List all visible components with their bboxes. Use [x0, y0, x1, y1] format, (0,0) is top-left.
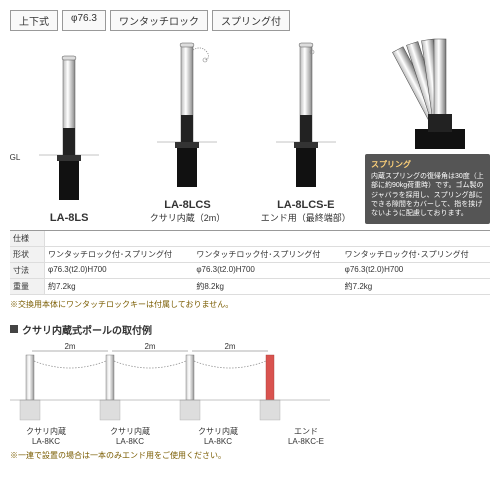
- spring-illustration-icon: [370, 34, 490, 154]
- install-item: クサリ内蔵 LA-8KC: [10, 426, 82, 446]
- install-label: クサリ内蔵: [10, 426, 82, 437]
- product-item: LA-8LCS クサリ内蔵（2m）: [140, 40, 235, 224]
- bollard-icon: [157, 40, 217, 195]
- tag: スプリング付: [212, 10, 290, 31]
- spec-cell: φ76.3(t2.0)H700: [45, 263, 193, 278]
- spec-cell: ワンタッチロック付･スプリング付: [342, 247, 490, 262]
- bollard-icon: [276, 40, 336, 195]
- spec-cell: 約8.2kg: [193, 279, 341, 294]
- spec-cell: φ76.3(t2.0)H700: [193, 263, 341, 278]
- section-title-text: クサリ内蔵式ポールの取付例: [22, 322, 152, 337]
- install-label: エンド: [266, 426, 346, 437]
- install-item: クサリ内蔵 LA-8KC: [90, 426, 170, 446]
- spec-cell: ワンタッチロック付･スプリング付: [45, 247, 193, 262]
- install-label: クサリ内蔵: [90, 426, 170, 437]
- svg-text:2m: 2m: [144, 343, 155, 351]
- svg-text:2m: 2m: [64, 343, 75, 351]
- spring-panel: スプリング 内蔵スプリングの復帰角は30度（上部に約90kg荷重時）です。ゴム製…: [365, 39, 490, 224]
- model-sub: クサリ内蔵（2m）: [140, 211, 235, 224]
- spring-text: 内蔵スプリングの復帰角は30度（上部に約90kg荷重時）です。ゴム製のジャバラを…: [371, 172, 484, 217]
- square-bullet-icon: [10, 325, 18, 333]
- model-name: LA-8LS: [22, 212, 117, 224]
- spec-header: 重量: [10, 279, 45, 294]
- install-label: クサリ内蔵: [178, 426, 258, 437]
- install-labels: クサリ内蔵 LA-8KC クサリ内蔵 LA-8KC クサリ内蔵 LA-8KC エ…: [10, 426, 490, 446]
- spec-note: ※交換用本体にワンタッチロックキーは付属しておりません。: [10, 299, 490, 310]
- spec-header: 形状: [10, 247, 45, 262]
- spec-header: 寸法: [10, 263, 45, 278]
- tag: φ76.3: [62, 10, 106, 31]
- tag: 上下式: [10, 10, 58, 31]
- product-item: GL LA-8LS: [22, 53, 117, 224]
- model-sub: エンド用（最終端部）: [258, 211, 353, 224]
- spring-title: スプリング: [371, 160, 484, 170]
- product-item: LA-8LCS-E エンド用（最終端部）: [258, 40, 353, 224]
- main-row: GL LA-8LS: [10, 39, 490, 224]
- spec-cell: ワンタッチロック付･スプリング付: [193, 247, 341, 262]
- install-item: クサリ内蔵 LA-8KC: [178, 426, 258, 446]
- spec-cell: 約7.2kg: [342, 279, 490, 294]
- install-diagram-icon: 2m 2m 2m: [10, 343, 330, 423]
- model-name: LA-8LCS-E: [258, 199, 353, 211]
- product-list: GL LA-8LS: [10, 39, 365, 224]
- spec-cell: φ76.3(t2.0)H700: [342, 263, 490, 278]
- gl-label: GL: [10, 153, 21, 162]
- spec-table: 仕様 形状 ワンタッチロック付･スプリング付 ワンタッチロック付･スプリング付 …: [10, 230, 490, 295]
- model-name: LA-8LCS: [140, 199, 235, 211]
- install-note: ※一連で設置の場合は一本のみエンド用をご使用ください。: [10, 450, 490, 461]
- install-model: LA-8KC: [90, 437, 170, 446]
- install-section: クサリ内蔵式ポールの取付例 2m 2m 2m: [10, 322, 490, 461]
- section-title: クサリ内蔵式ポールの取付例: [10, 322, 490, 337]
- bollard-icon: [39, 53, 99, 208]
- spring-description: スプリング 内蔵スプリングの復帰角は30度（上部に約90kg荷重時）です。ゴム製…: [365, 154, 490, 224]
- tag: ワンタッチロック: [110, 10, 208, 31]
- spec-corner: 仕様: [10, 231, 45, 246]
- install-item: エンド LA-8KC-E: [266, 426, 346, 446]
- install-model: LA-8KC-E: [266, 437, 346, 446]
- feature-tags: 上下式 φ76.3 ワンタッチロック スプリング付: [10, 10, 490, 31]
- install-model: LA-8KC: [10, 437, 82, 446]
- spec-cell: 約7.2kg: [45, 279, 193, 294]
- svg-text:2m: 2m: [224, 343, 235, 351]
- install-model: LA-8KC: [178, 437, 258, 446]
